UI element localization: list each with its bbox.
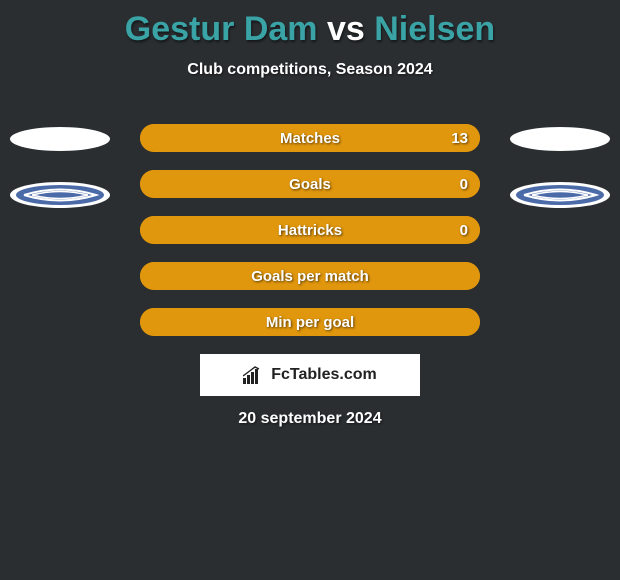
stat-bars: Matches13Goals0Hattricks0Goals per match…	[140, 124, 480, 336]
bars-chart-icon	[243, 366, 265, 384]
stat-bar: Goals0	[140, 170, 480, 198]
subtitle: Club competitions, Season 2024	[0, 61, 620, 79]
title-vs: vs	[318, 10, 375, 48]
branding-text: FcTables.com	[271, 366, 377, 384]
bar-label: Goals	[140, 170, 480, 198]
bar-label: Matches	[140, 124, 480, 152]
player-a-badges	[10, 126, 110, 210]
bar-label: Goals per match	[140, 262, 480, 290]
player-b-badges	[510, 126, 610, 210]
disc-ring-icon	[10, 180, 110, 210]
bar-value: 0	[460, 170, 468, 198]
disc-ring-icon	[510, 180, 610, 210]
bar-value: 0	[460, 216, 468, 244]
branding-badge: FcTables.com	[200, 354, 420, 396]
disc-white-icon	[10, 126, 110, 152]
title-player-b: Nielsen	[374, 10, 495, 48]
stat-bar: Min per goal	[140, 308, 480, 336]
footer-date: 20 september 2024	[0, 410, 620, 428]
title-player-a: Gestur Dam	[125, 10, 318, 48]
page-title: Gestur Dam vs Nielsen	[0, 0, 620, 49]
stat-bar: Hattricks0	[140, 216, 480, 244]
bar-label: Hattricks	[140, 216, 480, 244]
disc-white-icon	[510, 126, 610, 152]
bar-label: Min per goal	[140, 308, 480, 336]
bar-value: 13	[451, 124, 468, 152]
stat-bar: Goals per match	[140, 262, 480, 290]
stat-bar: Matches13	[140, 124, 480, 152]
